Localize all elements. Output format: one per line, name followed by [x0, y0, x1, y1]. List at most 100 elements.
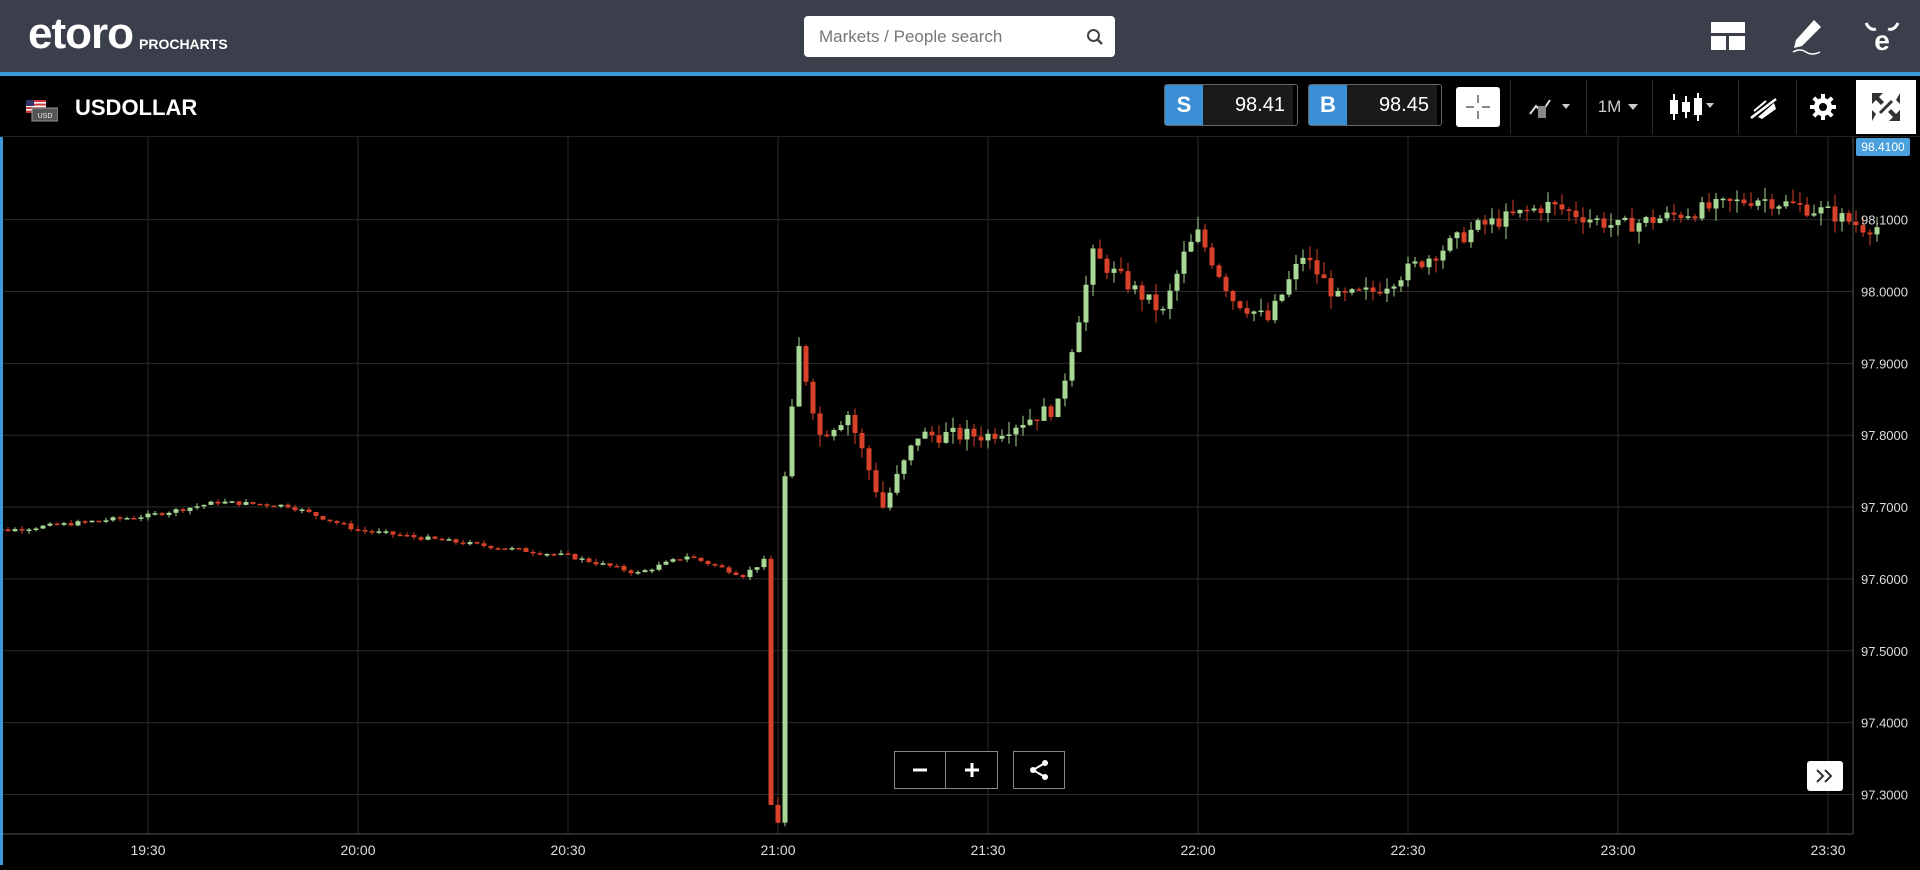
price-chart[interactable]: 19:30 20:00 20:30 21:00 21:30 22:00 22:30 23:00…: [0, 137, 1920, 865]
candle-bear: [1223, 276, 1229, 291]
candle-bull: [544, 553, 550, 556]
current-price-label: 98.4100: [1861, 140, 1905, 154]
settings-button[interactable]: [1802, 80, 1844, 134]
x-tick-label: 23:00: [1600, 842, 1635, 858]
zoom-in-button[interactable]: [946, 751, 998, 789]
compare-button[interactable]: [1518, 80, 1580, 134]
fullscreen-button[interactable]: [1856, 80, 1916, 134]
candle-bear: [1377, 291, 1383, 294]
candle-bull: [61, 523, 67, 525]
candle-bear: [1629, 217, 1635, 232]
candle-bull: [1594, 218, 1600, 220]
candle-bull: [173, 509, 179, 513]
candle-bear: [1524, 209, 1530, 212]
candle-bull: [1636, 222, 1642, 232]
candle-bear: [1048, 406, 1054, 417]
search-icon[interactable]: [1075, 16, 1115, 57]
timeframe-select[interactable]: 1M: [1590, 80, 1648, 134]
candle-bear: [495, 548, 501, 550]
drawing-tools-icon: [1750, 98, 1777, 119]
toolbar-divider: [1510, 80, 1511, 134]
candle-bull: [201, 504, 207, 507]
candle-bear: [474, 542, 480, 544]
zoom-out-button[interactable]: [894, 751, 946, 789]
candle-bull: [950, 427, 956, 433]
candle-bear: [628, 570, 634, 574]
candle-bull: [1699, 202, 1705, 219]
gear-icon: [1810, 94, 1836, 120]
candle-bull: [656, 564, 662, 570]
zoom-controls: [894, 751, 998, 789]
candle-bear: [96, 520, 102, 523]
compare-icon: [1529, 99, 1570, 118]
y-tick-label: 97.4000: [1861, 716, 1908, 731]
candle-bull: [1300, 257, 1306, 264]
drawing-tools-button[interactable]: [1742, 80, 1786, 134]
candle-bear: [1573, 210, 1579, 218]
candle-bull: [33, 528, 39, 531]
share-button[interactable]: [1013, 751, 1065, 789]
candle-bull: [1545, 201, 1551, 214]
candle-bull: [908, 445, 914, 461]
candle-bear: [1370, 287, 1376, 292]
candle-bear: [1342, 291, 1348, 293]
candle-bear: [159, 513, 165, 516]
search-box[interactable]: [804, 15, 1115, 58]
candle-bull: [243, 502, 249, 505]
candlestick-chart[interactable]: 19:30 20:00 20:30 21:00 21:30 22:00 22:30 23:00…: [0, 137, 1920, 865]
layout-icon[interactable]: [1706, 14, 1750, 58]
candle-bear: [418, 537, 424, 540]
candle-bear: [1566, 209, 1572, 211]
candle-bear: [348, 523, 354, 530]
candle-bear: [250, 502, 256, 504]
candle-bull: [1076, 322, 1082, 353]
candle-bull: [152, 513, 158, 515]
x-tick-label: 23:30: [1810, 842, 1845, 858]
candle-bear: [1153, 294, 1159, 311]
candle-bull: [579, 558, 585, 560]
chart-type-select[interactable]: [1660, 80, 1722, 134]
search-input[interactable]: [804, 15, 1075, 58]
candle-bear: [698, 557, 704, 561]
candle-bear: [1328, 278, 1334, 297]
candle-bear: [1237, 301, 1243, 309]
candle-bull: [103, 520, 109, 522]
candles: [0, 187, 1880, 827]
scroll-to-latest-button[interactable]: [1807, 761, 1843, 791]
candle-bull: [838, 425, 844, 431]
axes: 19:30 20:00 20:30 21:00 21:30 22:00 22:30 23:00…: [3, 137, 1910, 858]
candle-bear: [131, 518, 137, 520]
candle-bear: [957, 427, 963, 440]
candle-bull: [789, 406, 795, 477]
candle-bear: [1580, 217, 1586, 223]
etoro-profile-icon[interactable]: e: [1860, 14, 1904, 58]
candle-bear: [1419, 261, 1425, 268]
candle-bull: [1146, 294, 1152, 300]
grid-lines: [3, 137, 1853, 834]
y-tick-label: 98.0000: [1861, 284, 1908, 299]
crosshair-button[interactable]: [1456, 87, 1500, 127]
candle-bear: [733, 572, 739, 576]
candle-bear: [1678, 214, 1684, 219]
candle-bear: [873, 470, 879, 493]
pencil-icon[interactable]: [1786, 14, 1830, 58]
brand-logo[interactable]: etoro PROCHARTS: [28, 10, 228, 58]
candle-bear: [1097, 248, 1103, 259]
candle-bull: [278, 504, 284, 507]
candle-bear: [712, 564, 718, 566]
toolbar-divider: [1796, 80, 1797, 134]
candle-bull: [1454, 232, 1460, 239]
x-tick-label: 22:30: [1390, 842, 1425, 858]
candle-bear: [19, 529, 25, 531]
candle-bear: [677, 559, 683, 561]
candle-bull: [649, 569, 655, 572]
candle-bull: [1657, 218, 1663, 223]
candle-bull: [383, 531, 389, 533]
candle-bull: [1783, 201, 1789, 207]
buy-button[interactable]: B 98.45: [1308, 84, 1442, 126]
y-tick-label: 98.1000: [1861, 213, 1908, 228]
candle-bull: [1734, 199, 1740, 202]
candle-bear: [852, 415, 858, 433]
candle-bear: [82, 521, 88, 523]
sell-button[interactable]: S 98.41: [1164, 84, 1298, 126]
